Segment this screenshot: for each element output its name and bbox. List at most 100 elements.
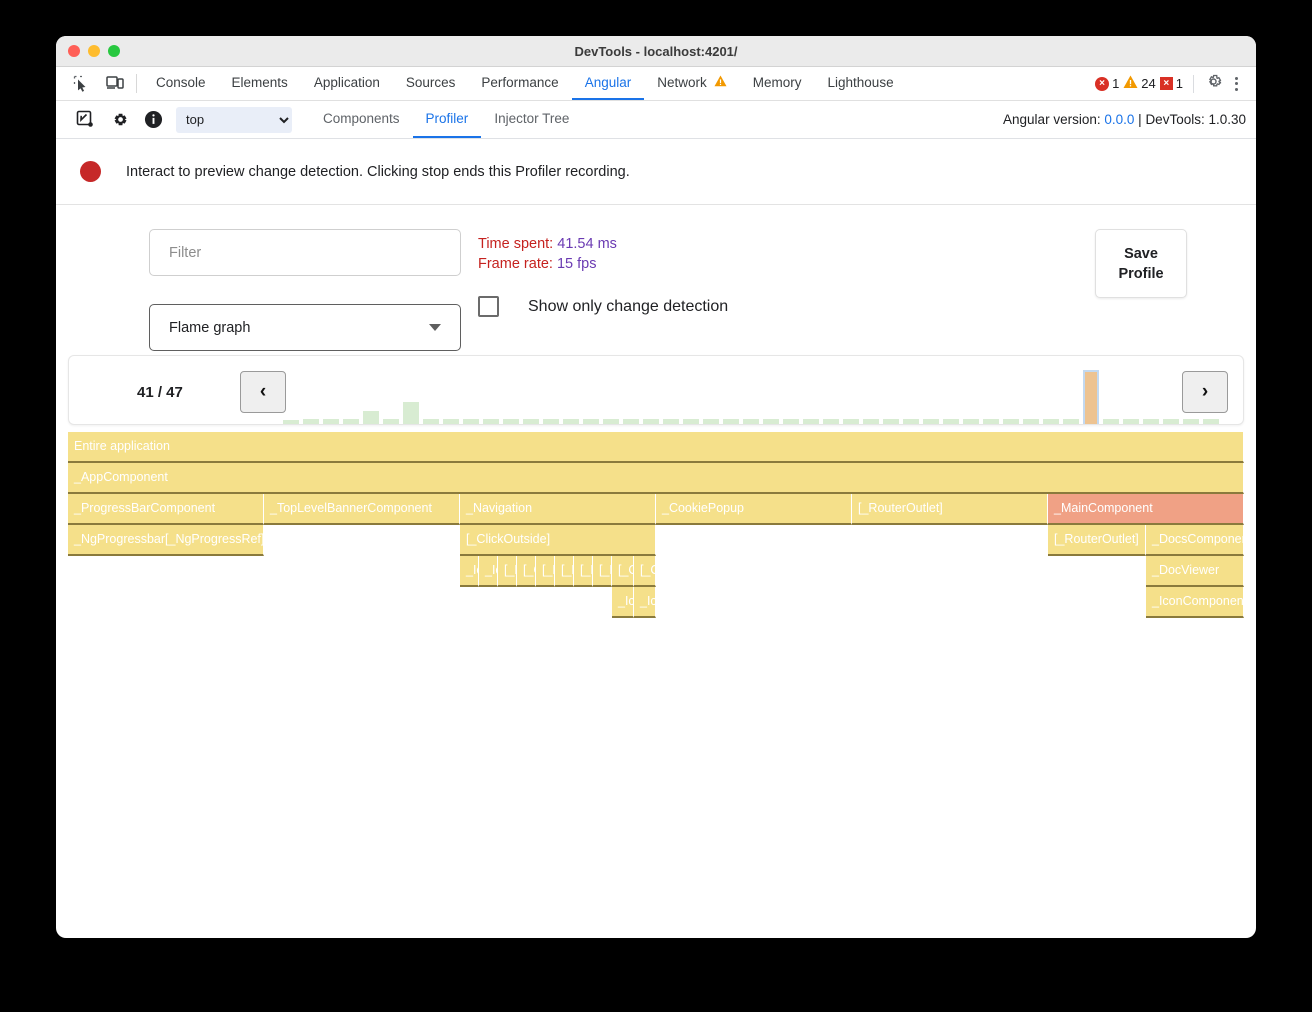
frame-bar[interactable]	[642, 418, 659, 424]
frame-bar[interactable]	[902, 418, 919, 424]
tab-injector-tree[interactable]: Injector Tree	[481, 101, 582, 138]
maximize-window-button[interactable]	[108, 45, 120, 57]
warning-counter[interactable]: 24	[1123, 75, 1156, 92]
frame-bar[interactable]	[1002, 418, 1019, 424]
frame-bar[interactable]	[1082, 370, 1099, 424]
next-frame-button[interactable]: ›	[1182, 371, 1228, 413]
flame-graph-node[interactable]: _DocsComponent	[1146, 525, 1244, 556]
flame-graph-node[interactable]: [_RouterLink]	[498, 556, 517, 587]
frame-bar[interactable]	[722, 418, 739, 424]
frame-bar[interactable]	[1062, 418, 1079, 424]
minimize-window-button[interactable]	[88, 45, 100, 57]
frame-bar[interactable]	[522, 418, 539, 424]
frame-bar[interactable]	[382, 418, 399, 424]
flame-graph-node[interactable]: _IconComponent	[612, 587, 634, 618]
frame-bar[interactable]	[322, 418, 339, 424]
flame-graph-node[interactable]: [_RouterOutlet]	[852, 494, 1048, 525]
frame-bar[interactable]	[962, 418, 979, 424]
frame-bar[interactable]	[362, 411, 379, 424]
flame-graph-node[interactable]: _DocViewer	[1146, 556, 1244, 587]
tab-elements[interactable]: Elements	[219, 67, 301, 100]
frame-bar[interactable]	[982, 418, 999, 424]
frame-bar[interactable]	[1142, 418, 1159, 424]
tab-application[interactable]: Application	[301, 67, 393, 100]
select-component-icon[interactable]	[68, 110, 102, 129]
frame-bar[interactable]	[882, 418, 899, 424]
flame-graph-node[interactable]: [_CdkMenuTrigger]	[634, 556, 656, 587]
filter-input[interactable]	[149, 229, 461, 276]
frame-bar[interactable]	[542, 418, 559, 424]
flame-graph-node[interactable]: [_RouterLink]	[593, 556, 612, 587]
flame-graph-node[interactable]: [_CdkMenuTrigger]	[612, 556, 634, 587]
record-stop-dot-icon[interactable]	[80, 161, 101, 182]
frame-bar[interactable]	[742, 418, 759, 424]
device-toolbar-icon[interactable]	[98, 67, 132, 100]
error-counter[interactable]: × 1	[1095, 76, 1119, 91]
frame-bar[interactable]	[1182, 418, 1199, 424]
settings-gear-icon[interactable]	[102, 110, 136, 129]
frame-bar[interactable]	[302, 418, 319, 424]
show-only-change-detection-checkbox[interactable]	[478, 296, 499, 317]
flame-graph-node[interactable]: _IconComponent	[1146, 587, 1244, 618]
inspect-element-icon[interactable]	[64, 67, 98, 100]
flame-graph-node[interactable]: _IconComponent	[460, 556, 479, 587]
tab-lighthouse[interactable]: Lighthouse	[815, 67, 907, 100]
frame-bar[interactable]	[782, 418, 799, 424]
frame-bar[interactable]	[342, 418, 359, 424]
frame-bar[interactable]	[822, 418, 839, 424]
tab-profiler[interactable]: Profiler	[412, 101, 482, 138]
gear-icon[interactable]	[1204, 72, 1223, 96]
angular-version-value[interactable]: 0.0.0	[1104, 112, 1135, 127]
frame-bar[interactable]	[622, 418, 639, 424]
flame-graph-node[interactable]: _Navigation	[460, 494, 656, 525]
flame-graph-node[interactable]: _IconComponent	[634, 587, 656, 618]
save-profile-button[interactable]: Save Profile	[1095, 229, 1187, 298]
flame-graph-node[interactable]: _CookiePopup	[656, 494, 852, 525]
flame-graph-node[interactable]: [_RouterLink]	[555, 556, 574, 587]
flame-graph-node[interactable]: _IconComponent	[479, 556, 498, 587]
frame-bar[interactable]	[802, 418, 819, 424]
flame-graph-node[interactable]: [_CdkMenuTrigger]	[517, 556, 536, 587]
frame-timeline[interactable]: 41 / 47 ‹ ›	[68, 355, 1244, 425]
frame-bar[interactable]	[502, 418, 519, 424]
frame-bar[interactable]	[1022, 418, 1039, 424]
frame-bar[interactable]	[842, 418, 859, 424]
flame-graph-node[interactable]: _AppComponent	[68, 463, 1244, 494]
frame-bar[interactable]	[582, 418, 599, 424]
tab-angular[interactable]: Angular	[571, 67, 645, 100]
tab-memory[interactable]: Memory	[740, 67, 815, 100]
flame-graph-node[interactable]: _MainComponent	[1048, 494, 1244, 525]
flame-graph-node[interactable]: [_RouterLink]	[536, 556, 555, 587]
frame-bar[interactable]	[862, 418, 879, 424]
close-window-button[interactable]	[68, 45, 80, 57]
flame-graph-node[interactable]: _ProgressBarComponent	[68, 494, 264, 525]
frame-bar[interactable]	[562, 418, 579, 424]
tab-network[interactable]: Network	[644, 67, 740, 100]
frame-bar[interactable]	[422, 418, 439, 424]
view-mode-select[interactable]: Flame graph	[149, 304, 461, 351]
flame-graph-node[interactable]: [_RouterOutlet]	[1048, 525, 1146, 556]
flame-graph-node[interactable]: [_ClickOutside]	[460, 525, 656, 556]
previous-frame-button[interactable]: ‹	[240, 371, 286, 413]
kebab-menu-icon[interactable]	[1227, 76, 1246, 91]
frame-bar[interactable]	[602, 418, 619, 424]
frame-bar[interactable]	[482, 418, 499, 424]
frame-bar[interactable]	[662, 418, 679, 424]
issue-counter[interactable]: × 1	[1159, 76, 1183, 91]
frame-bar[interactable]	[1122, 418, 1139, 424]
info-icon[interactable]	[136, 110, 170, 129]
flame-graph-node[interactable]: _NgProgressbar[_NgProgressRef]	[68, 525, 264, 556]
frame-bar[interactable]	[922, 418, 939, 424]
frame-context-select[interactable]: top	[176, 106, 292, 133]
tab-console[interactable]: Console	[143, 67, 219, 100]
frame-bar[interactable]	[1162, 418, 1179, 424]
frame-bar[interactable]	[762, 418, 779, 424]
frame-bar[interactable]	[942, 418, 959, 424]
flame-graph-node[interactable]: [_RouterLink]	[574, 556, 593, 587]
tab-components[interactable]: Components	[310, 101, 413, 138]
frame-bar[interactable]	[702, 418, 719, 424]
frame-bar-chart[interactable]	[69, 356, 1243, 424]
frame-bar[interactable]	[442, 418, 459, 424]
frame-bar[interactable]	[682, 418, 699, 424]
flame-graph-node[interactable]: Entire application	[68, 432, 1244, 463]
